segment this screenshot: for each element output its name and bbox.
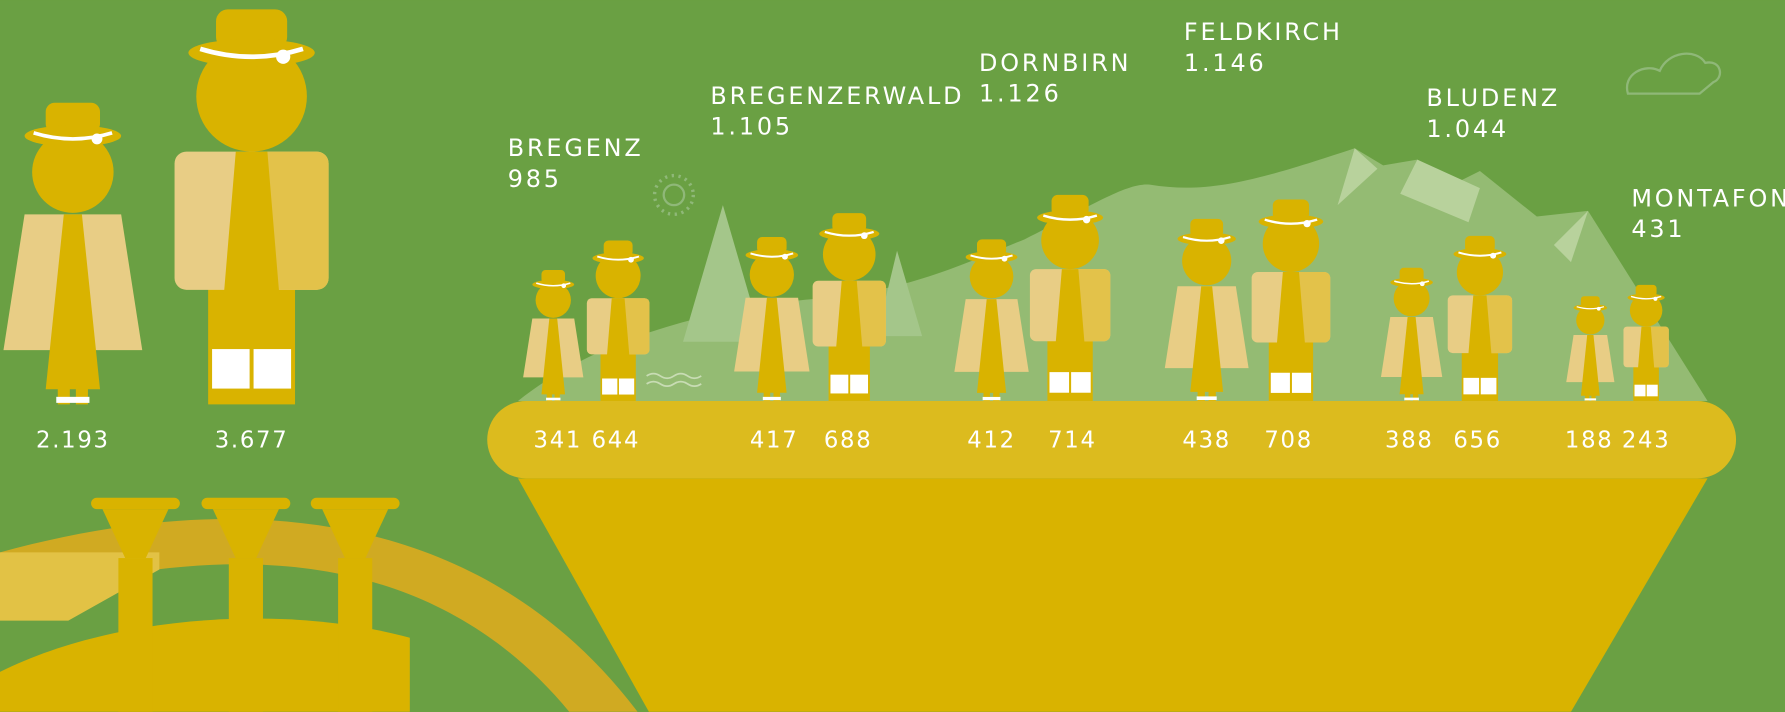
shoes — [1197, 396, 1217, 400]
hat-feather — [1218, 237, 1225, 244]
men-count: 243 — [1622, 428, 1671, 454]
women-count: 438 — [1182, 428, 1231, 454]
men-count: 644 — [592, 428, 641, 454]
boot — [1049, 372, 1069, 393]
district-total: 1.044 — [1426, 115, 1509, 143]
boot — [1463, 378, 1479, 395]
boot — [1647, 385, 1658, 397]
boot — [212, 349, 250, 389]
boot — [850, 375, 868, 394]
district-total: 1.105 — [710, 113, 793, 141]
total-men: 3.677 — [215, 428, 289, 454]
shoes — [546, 398, 560, 401]
district-name: MONTAFON — [1631, 184, 1785, 212]
shoes — [1404, 398, 1419, 401]
hat-feather — [276, 50, 290, 64]
hat-feather — [1303, 220, 1310, 227]
shoes — [56, 397, 89, 403]
district-name: BLUDENZ — [1426, 84, 1560, 112]
hat-feather — [1002, 256, 1008, 262]
boot — [619, 378, 634, 394]
hat-feather — [1653, 297, 1657, 301]
district-name: BREGENZ — [508, 134, 644, 162]
boot — [254, 349, 292, 389]
hat-feather — [1083, 216, 1090, 223]
women-count: 388 — [1385, 428, 1434, 454]
infographic: 2.193 3.677 BREGENZ 985 341 644 BREGENZERWAL… — [0, 0, 1785, 712]
women-count: 417 — [750, 428, 799, 454]
district-name: DORNBIRN — [979, 49, 1131, 77]
men-count: 714 — [1048, 428, 1097, 454]
boot — [602, 378, 617, 394]
platform-bar — [487, 401, 1736, 478]
district-total: 431 — [1631, 215, 1685, 243]
platform-base — [518, 478, 1708, 711]
trumpet-valves — [91, 498, 400, 712]
hat-feather — [1597, 307, 1601, 311]
boot — [1271, 373, 1290, 393]
women-count: 188 — [1565, 428, 1614, 454]
men-count: 708 — [1264, 428, 1313, 454]
boot — [1071, 372, 1091, 393]
boot — [1635, 385, 1646, 397]
women-count: 412 — [967, 428, 1016, 454]
men-count: 656 — [1453, 428, 1502, 454]
shoes — [1585, 398, 1597, 400]
hat-feather — [782, 254, 788, 260]
district-name: FELDKIRCH — [1184, 18, 1343, 46]
hat-feather — [1420, 281, 1425, 286]
district-name: BREGENZERWALD — [710, 82, 964, 110]
shoes — [983, 397, 1001, 400]
women-count: 341 — [534, 428, 583, 454]
total-women: 2.193 — [36, 428, 110, 454]
boot — [1292, 373, 1311, 393]
hat-feather — [1490, 253, 1496, 259]
hat-feather — [92, 133, 103, 144]
district-total: 1.146 — [1184, 49, 1267, 77]
hat-feather — [628, 257, 634, 263]
men-count: 688 — [824, 428, 873, 454]
hat-feather — [561, 283, 566, 288]
shoes — [763, 397, 781, 400]
hat-feather — [861, 232, 868, 239]
district-total: 985 — [508, 165, 562, 193]
boot — [830, 375, 848, 394]
district-total: 1.126 — [979, 80, 1062, 108]
boot — [1481, 378, 1497, 395]
